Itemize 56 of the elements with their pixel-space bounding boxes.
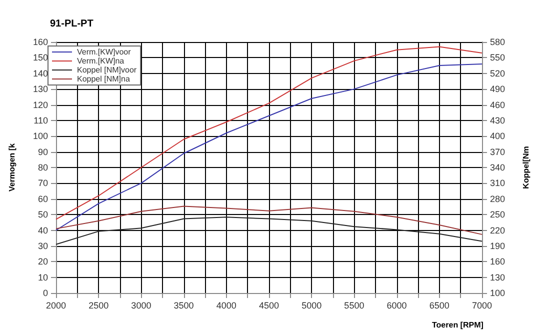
legend-label: Verm.[KW]voor	[77, 48, 132, 56]
y2-tick-label: 550	[490, 52, 506, 63]
y2-axis-title: Koppel[Nm	[522, 146, 530, 189]
line-series	[56, 216, 482, 245]
y2-tick-label: 400	[490, 131, 506, 142]
y2-tick-label: 220	[490, 225, 506, 236]
line-series	[56, 46, 482, 220]
y2-tick-label: 460	[490, 100, 506, 110]
legend-label: Koppel [NM]na	[77, 74, 130, 84]
x-tick-label: 4000	[216, 300, 236, 310]
y2-tick-label: 160	[490, 256, 506, 267]
y-tick-label: 0	[42, 288, 48, 298]
chart-title: 91-PL-PT	[50, 18, 94, 30]
x-tick-label: 6500	[429, 300, 450, 310]
x-tick-label: 7000	[472, 300, 492, 310]
y2-tick-label: 370	[490, 146, 506, 157]
y2-tick-label: 130	[490, 272, 506, 282]
y-tick-label: 20	[38, 256, 48, 267]
y-tick-label: 90	[38, 146, 48, 157]
y-tick-label: 150	[32, 52, 48, 63]
x-tick-label: 2000	[46, 300, 66, 310]
y2-tick-label: 490	[490, 84, 506, 94]
y2-tick-label: 280	[490, 194, 506, 204]
x-tick-label: 3000	[131, 300, 152, 310]
y-tick-label: 80	[38, 162, 48, 172]
x-tick-label: 3500	[174, 300, 194, 310]
y-tick-label: 10	[38, 272, 48, 282]
y-tick-label: 30	[38, 240, 48, 251]
x-tick-label: 5000	[302, 300, 322, 310]
y2-tick-label: 100	[490, 288, 506, 298]
y-tick-label: 60	[38, 194, 48, 204]
y-tick-label: 110	[34, 115, 48, 126]
y-tick-label: 50	[38, 210, 48, 220]
y2-tick-label: 340	[490, 162, 506, 172]
y2-tick-label: 250	[490, 210, 506, 220]
x-tick-label: 6000	[386, 300, 407, 310]
y2-tick-label: 580	[490, 37, 506, 47]
y-tick-label: 70	[38, 178, 48, 188]
legend-label: Koppel [NM]voor	[77, 66, 137, 74]
y-tick-label: 120	[32, 100, 48, 110]
x-tick-label: 5500	[344, 300, 364, 310]
y2-tick-label: 430	[490, 115, 506, 126]
y-tick-label: 40	[38, 225, 48, 236]
line-series	[56, 206, 482, 235]
x-axis-title: Toeren [RPM]	[432, 320, 484, 330]
x-tick-label: 4500	[258, 300, 280, 310]
y2-tick-label: 520	[490, 68, 506, 78]
legend-label: Verm.[KW]na	[77, 56, 125, 66]
y-tick-label: 100	[32, 131, 48, 142]
x-tick-label: 2500	[88, 300, 109, 310]
y2-tick-label: 190	[490, 240, 506, 251]
y-tick-label: 140	[32, 68, 48, 78]
y-tick-label: 130	[32, 84, 48, 94]
y-axis-title: Vermogen [k	[8, 142, 16, 192]
y2-tick-label: 310	[490, 178, 506, 188]
y-tick-label: 160	[32, 37, 48, 47]
